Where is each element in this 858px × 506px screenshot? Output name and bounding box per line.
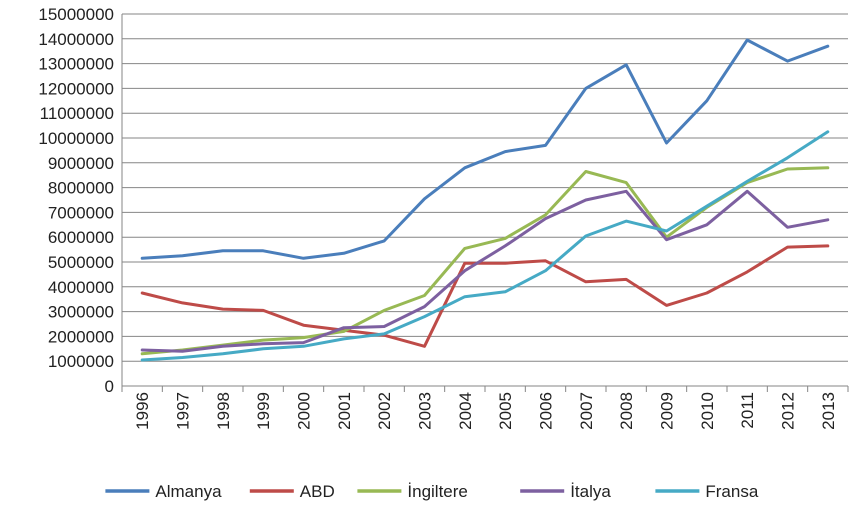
series-line-2 [140,244,830,348]
x-tick-label: 2013 [819,392,838,430]
y-tick-label: 2000000 [48,327,114,346]
y-tick-label: 9000000 [48,154,114,173]
y-tick-label: 3000000 [48,303,114,322]
y-tick-label: 1000000 [48,352,114,371]
y-tick-label: 14000000 [38,30,114,49]
x-tick-label: 2004 [456,392,475,430]
x-tick-label: 2001 [335,392,354,430]
x-tick-label: 2012 [779,392,798,430]
x-tick-label: 2010 [698,392,717,430]
y-tick-label: 12000000 [38,79,114,98]
legend-label: Almanya [155,482,222,501]
y-tick-label: 10000000 [38,129,114,148]
y-tick-label: 6000000 [48,228,114,247]
x-tick-label: 2005 [496,392,515,430]
y-tick-label: 11000000 [40,104,114,123]
x-tick-label: 2003 [416,392,435,430]
x-tick-label: 2011 [738,392,757,429]
legend-label: Fransa [705,482,758,501]
y-tick-label: 13000000 [38,55,114,74]
y-tick-label: 7000000 [48,203,114,222]
legend-label: ABD [300,482,335,501]
x-tick-label: 1998 [214,392,233,430]
x-tick-label: 2000 [295,392,314,430]
y-tick-label: 15000000 [38,5,114,24]
y-tick-label: 5000000 [48,253,114,272]
x-tick-label: 1996 [133,392,152,430]
x-tick-label: 2009 [658,392,677,430]
legend-label: İtalya [570,482,611,501]
y-tick-label: 8000000 [48,179,114,198]
axes: 0 1000000 2000000 3000000 4000000 5000000 6000… [38,5,849,430]
series-lines [140,38,830,362]
series-line-5 [140,130,830,362]
y-tick-label: 0 [105,377,114,396]
legend: Almanya ABD İngiltere İtalya Fransa [105,482,759,501]
legend-label: İngiltere [407,482,467,501]
x-tick-label: 1999 [254,392,273,430]
series-line-4 [140,189,830,353]
x-tick-label: 2007 [577,392,596,430]
x-tick-label: 2008 [617,392,636,430]
y-tick-label: 4000000 [48,278,114,297]
x-tick-label: 2002 [375,392,394,430]
series-line-1 [140,38,830,260]
x-tick-label: 1997 [174,392,193,430]
x-tick-label: 2006 [537,392,556,430]
